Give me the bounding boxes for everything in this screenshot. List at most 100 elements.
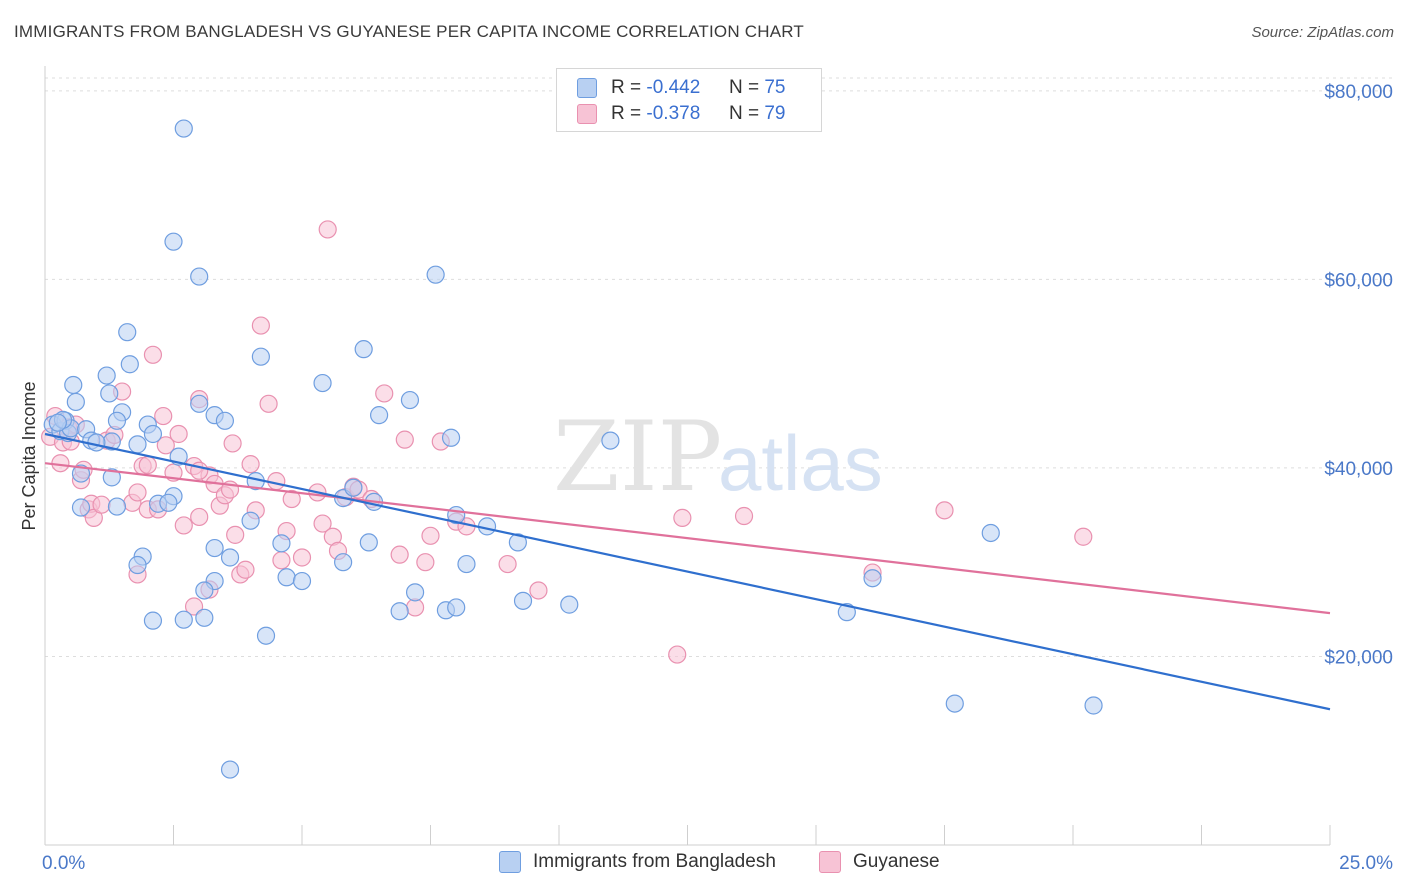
bangladesh-point [513, 591, 533, 610]
bangladesh-point [251, 347, 270, 366]
guyanese-point [498, 554, 517, 574]
swatch-bangladesh [577, 78, 597, 98]
y-tick-label: $60,000 [1324, 270, 1393, 291]
bangladesh-point [64, 375, 83, 395]
guyanese-point [318, 220, 337, 239]
guyanese-point [935, 501, 954, 520]
bangladesh-point [457, 554, 476, 574]
bangladesh-point [190, 267, 209, 286]
n-label: N = [728, 103, 760, 124]
guyanese-point [673, 508, 692, 527]
x-tick-label-min: 0.0% [42, 853, 85, 874]
bangladesh-point [370, 406, 389, 425]
bangladesh-point [143, 611, 163, 630]
watermark-zip: ZIP [553, 401, 722, 513]
guyanese-point [251, 316, 270, 335]
bangladesh-point [87, 433, 106, 452]
bangladesh-point [334, 553, 353, 572]
bangladesh-point [256, 626, 276, 645]
guyanese-point [128, 483, 147, 502]
axes [44, 66, 1331, 846]
bangladesh-point [945, 694, 964, 713]
guyanese-point [236, 560, 255, 579]
bangladesh-point [837, 603, 856, 622]
bangladesh-point [164, 232, 183, 251]
guyanese-point [143, 345, 163, 364]
legend-item-guyanese: Guyanese [819, 851, 940, 873]
bangladesh-point [195, 581, 214, 600]
bangladesh-point [128, 435, 147, 454]
bangladesh-point [426, 265, 445, 284]
bangladesh-point [292, 571, 312, 591]
n-value-guyanese: 79 [764, 103, 786, 124]
chart-title: IMMIGRANTS FROM BANGLADESH VS GUYANESE P… [14, 22, 804, 41]
bangladesh-point [220, 548, 240, 567]
guyanese-point [154, 406, 173, 426]
bangladesh-point [981, 523, 1000, 543]
n-value-bangladesh: 75 [764, 77, 786, 98]
trend-line-bangladesh [44, 432, 1331, 711]
stats-legend-row-bangladesh: R = -0.442 N = 75 [577, 75, 785, 101]
guyanese-point [223, 434, 242, 453]
guyanese-point [390, 545, 409, 564]
guyanese-point [241, 455, 260, 474]
source-label: Source: ZipAtlas.com [1251, 24, 1394, 41]
series-bangladesh-points [43, 119, 1103, 779]
guyanese-point [313, 514, 332, 533]
bangladesh-point [71, 498, 91, 517]
trend-lines [44, 432, 1331, 711]
bangladesh-point [241, 511, 260, 530]
bangladesh-point [560, 595, 579, 614]
bangladesh-point [102, 468, 121, 487]
bangladesh-point [100, 384, 119, 403]
guyanese-point [734, 506, 754, 526]
bangladesh-point [48, 413, 67, 432]
legend-label-bangladesh: Immigrants from Bangladesh [533, 851, 776, 872]
legend-label-guyanese: Guyanese [853, 851, 940, 872]
bangladesh-point [66, 392, 85, 412]
stats-legend: R = -0.442 N = 75 R = -0.378 N = 79 [556, 68, 822, 132]
guyanese-point [169, 424, 188, 444]
bangladesh-point [195, 608, 214, 627]
bangladesh-point [143, 424, 163, 444]
guyanese-point [184, 597, 204, 616]
bangladesh-point [344, 478, 363, 497]
r-label: R = [611, 103, 642, 124]
legend-swatch-bangladesh [499, 851, 521, 873]
guyanese-point [395, 430, 414, 449]
guyanese-point [529, 581, 548, 600]
bangladesh-point [174, 610, 193, 629]
bangladesh-point [1084, 696, 1103, 715]
guyanese-point [375, 384, 394, 403]
r-label: R = [611, 77, 642, 98]
legend-item-bangladesh: Immigrants from Bangladesh [499, 851, 776, 873]
guyanese-point [282, 489, 301, 509]
bangladesh-point [107, 411, 127, 430]
y-axis-label: Per Capita Income [19, 381, 39, 530]
bangladesh-point [120, 355, 139, 374]
guyanese-point [226, 525, 245, 544]
bangladesh-point [97, 366, 116, 385]
bangladesh-point [405, 583, 425, 602]
bangladesh-point [863, 569, 882, 588]
bangladesh-point [272, 534, 291, 553]
bangladesh-point [220, 760, 240, 779]
guyanese-point [421, 526, 440, 545]
bangladesh-point [107, 497, 127, 516]
x-tick-label-max: 25.0% [1339, 853, 1393, 874]
bangladesh-point [71, 464, 91, 483]
r-value-guyanese: -0.378 [646, 103, 701, 124]
legend-swatch-guyanese [819, 851, 841, 873]
bangladesh-point [447, 598, 466, 617]
guyanese-point [1074, 527, 1093, 546]
trend-line-guyanese [44, 462, 1331, 615]
bangladesh-point [359, 533, 378, 552]
guyanese-point [174, 516, 193, 535]
bangladesh-point [128, 555, 147, 575]
n-label: N = [728, 77, 760, 98]
y-tick-labels: $20,000 $40,000 $60,000 $80,000 [1324, 82, 1393, 669]
y-tick-label: $40,000 [1324, 459, 1393, 480]
stats-legend-row-guyanese: R = -0.378 N = 79 [577, 101, 785, 127]
bangladesh-point [277, 568, 296, 587]
